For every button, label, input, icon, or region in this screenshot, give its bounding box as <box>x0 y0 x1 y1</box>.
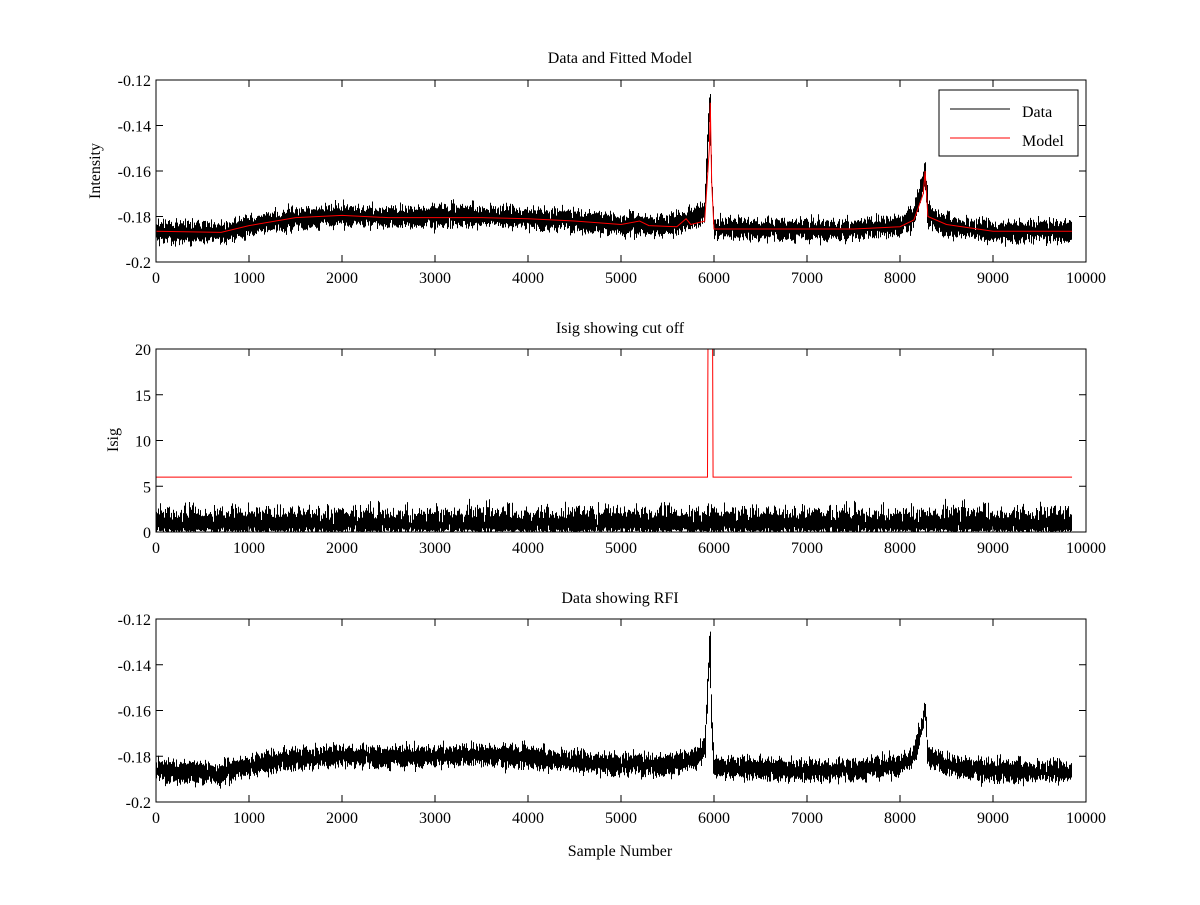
y-tick-label: 0 <box>143 525 151 542</box>
panel-isig-showing-cut-off: Isig showing cut off Isig 0 1000 2000 3000 4… <box>105 320 1106 557</box>
panel-data-and-fitted-model: Data and Fitted Model Intensity 0 1000 200… <box>87 50 1106 287</box>
x-tick-label: 1000 <box>233 540 265 557</box>
y-tick-label: -0.12 <box>118 73 151 90</box>
x-tick-label: 1000 <box>233 810 265 827</box>
x-tick-label: 6000 <box>698 270 730 287</box>
y-axis-label: Isig <box>105 428 122 452</box>
x-tick-label: 7000 <box>791 270 823 287</box>
x-axis-label: Sample Number <box>568 843 673 860</box>
y-tick-label: 15 <box>135 388 151 405</box>
y-tick-label: -0.2 <box>126 795 151 812</box>
axes-frame <box>155 618 1087 803</box>
x-tick-label: 5000 <box>605 270 637 287</box>
x-tick-label: 0 <box>152 810 160 827</box>
x-tick-label: 2000 <box>326 540 358 557</box>
legend-model-label: Model <box>1022 133 1064 150</box>
ticks-layer: 0 1000 2000 3000 4000 5000 6000 7000 8000 9000 100… <box>118 612 1106 827</box>
x-tick-label: 7000 <box>791 810 823 827</box>
x-tick-label: 10000 <box>1066 810 1106 827</box>
x-tick-label: 4000 <box>512 540 544 557</box>
chart-title: Data showing RFI <box>561 590 678 607</box>
x-tick-label: 5000 <box>605 810 637 827</box>
x-tick-label: 8000 <box>884 270 916 287</box>
x-tick-label: 10000 <box>1066 270 1106 287</box>
x-tick-label: 10000 <box>1066 540 1106 557</box>
x-tick-label: 9000 <box>977 270 1009 287</box>
x-tick-label: 3000 <box>419 810 451 827</box>
x-tick-label: 9000 <box>977 810 1009 827</box>
y-tick-label: 5 <box>143 479 151 496</box>
x-tick-label: 7000 <box>791 540 823 557</box>
x-tick-label: 4000 <box>512 270 544 287</box>
y-tick-label: -0.14 <box>118 658 151 675</box>
ticks-layer: 0 1000 2000 3000 4000 5000 6000 7000 8000 9000 100… <box>118 73 1106 287</box>
y-tick-label: 10 <box>135 434 151 451</box>
x-tick-label: 3000 <box>419 540 451 557</box>
x-tick-label: 0 <box>152 540 160 557</box>
legend-box <box>938 89 1079 157</box>
y-tick-label: -0.2 <box>126 255 151 272</box>
y-tick-label: 20 <box>135 342 151 359</box>
axes-frame <box>155 79 1087 263</box>
y-tick-label: -0.12 <box>118 612 151 629</box>
x-tick-label: 6000 <box>698 810 730 827</box>
chart-title: Isig showing cut off <box>556 320 685 337</box>
chart-title: Data and Fitted Model <box>548 50 693 67</box>
y-axis-label: Intensity <box>87 143 104 199</box>
x-tick-label: 4000 <box>512 810 544 827</box>
legend: Data Model <box>938 89 1079 157</box>
x-tick-label: 2000 <box>326 270 358 287</box>
x-tick-label: 3000 <box>419 270 451 287</box>
series-model <box>155 102 1073 233</box>
axes-frame <box>155 348 1087 533</box>
y-tick-label: -0.18 <box>118 749 151 766</box>
y-tick-label: -0.16 <box>118 704 151 721</box>
y-tick-label: -0.18 <box>118 210 151 227</box>
x-tick-label: 0 <box>152 270 160 287</box>
x-tick-label: 8000 <box>884 810 916 827</box>
panel-data-showing-rfi: Data showing RFI Sample Number 0 1000 2000… <box>118 590 1106 860</box>
x-tick-label: 6000 <box>698 540 730 557</box>
y-tick-label: -0.14 <box>118 119 151 136</box>
x-tick-label: 9000 <box>977 540 1009 557</box>
y-tick-label: -0.16 <box>118 164 151 181</box>
x-tick-label: 2000 <box>326 810 358 827</box>
x-tick-label: 8000 <box>884 540 916 557</box>
legend-data-label: Data <box>1022 104 1052 121</box>
x-tick-label: 1000 <box>233 270 265 287</box>
x-tick-label: 5000 <box>605 540 637 557</box>
